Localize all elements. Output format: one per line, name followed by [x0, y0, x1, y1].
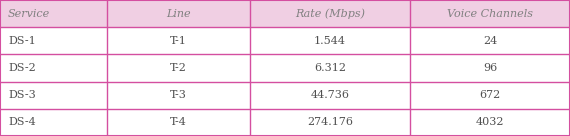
Text: DS-4: DS-4 [8, 117, 36, 127]
Text: DS-3: DS-3 [8, 90, 36, 100]
Text: 44.736: 44.736 [311, 90, 349, 100]
Text: 96: 96 [483, 63, 497, 73]
Text: 4032: 4032 [476, 117, 504, 127]
Text: DS-2: DS-2 [8, 63, 36, 73]
Text: T-3: T-3 [170, 90, 187, 100]
Text: 274.176: 274.176 [307, 117, 353, 127]
Text: T-4: T-4 [170, 117, 187, 127]
Text: DS-1: DS-1 [8, 36, 36, 46]
Text: 1.544: 1.544 [314, 36, 346, 46]
Bar [0, 0, 570, 27]
Text: 24: 24 [483, 36, 497, 46]
Text: Line: Line [166, 9, 191, 19]
Text: Voice Channels: Voice Channels [447, 9, 533, 19]
Text: 672: 672 [479, 90, 500, 100]
Text: Service: Service [8, 9, 50, 19]
Text: T-1: T-1 [170, 36, 187, 46]
Text: 6.312: 6.312 [314, 63, 346, 73]
Text: T-2: T-2 [170, 63, 187, 73]
Text: Rate (Mbps): Rate (Mbps) [295, 8, 365, 19]
